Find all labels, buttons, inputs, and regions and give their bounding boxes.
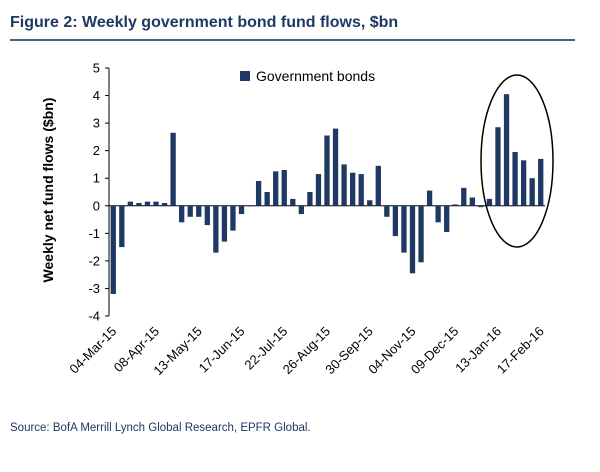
y-tick-label: 2 <box>93 143 100 158</box>
bar <box>520 160 527 206</box>
y-tick-label: 0 <box>93 198 100 213</box>
bar <box>119 205 125 248</box>
y-tick-label: 3 <box>93 116 100 131</box>
bar <box>213 205 219 253</box>
x-axis-ticks: 04-Mar-1508-Apr-1513-May-1517-Jun-1522-J… <box>66 324 546 379</box>
bar <box>461 187 467 206</box>
bar <box>247 205 253 207</box>
bar <box>221 205 228 242</box>
bar <box>298 205 304 215</box>
bar <box>324 135 330 206</box>
x-tick-label: 17-Feb-16 <box>494 324 547 377</box>
legend: Government bonds <box>240 68 375 84</box>
bar <box>512 152 518 206</box>
bar <box>375 165 381 206</box>
bar <box>384 205 390 217</box>
bar <box>444 205 450 232</box>
bar <box>401 205 407 253</box>
y-tick-label: -4 <box>88 309 100 324</box>
bar <box>144 201 151 206</box>
bar <box>315 174 322 206</box>
bar <box>204 205 210 226</box>
bar <box>161 203 168 206</box>
bar <box>238 205 245 215</box>
y-tick-label: -3 <box>88 281 100 296</box>
bars <box>110 94 544 294</box>
figure-title: Figure 2: Weekly government bond fund fl… <box>10 14 399 31</box>
bar <box>110 205 116 294</box>
y-tick-label: 1 <box>93 171 100 186</box>
bar <box>435 205 441 223</box>
legend-swatch <box>240 71 250 81</box>
y-tick-label: -1 <box>88 226 100 241</box>
bar <box>418 205 424 263</box>
bar <box>273 171 279 206</box>
bar <box>307 192 313 206</box>
bar <box>230 205 236 231</box>
highlight-ellipse <box>480 74 554 248</box>
bar <box>350 172 356 206</box>
bar <box>264 192 270 206</box>
bar <box>196 205 202 217</box>
bar <box>367 200 373 206</box>
y-tick-label: -2 <box>88 253 100 268</box>
y-tick-label: 5 <box>93 61 100 76</box>
bar <box>290 198 296 206</box>
legend-label: Government bonds <box>256 68 375 84</box>
bar <box>469 197 475 206</box>
bar <box>281 169 287 206</box>
bar <box>358 174 364 206</box>
bar <box>409 205 416 274</box>
bar <box>495 127 501 206</box>
bar <box>452 204 458 206</box>
bar <box>170 132 176 206</box>
bar <box>332 128 339 206</box>
title-rule <box>10 39 575 41</box>
x-tick-label: 17-Jun-15 <box>196 324 248 376</box>
bar <box>136 203 142 206</box>
bar <box>503 94 510 206</box>
y-tick-label: 4 <box>93 88 100 103</box>
y-axis-label: Weekly net fund flows ($bn) <box>40 98 56 283</box>
y-axis-ticks: -4 -3 -2 -1 0 1 2 3 4 5 <box>88 61 109 324</box>
bar <box>486 198 493 206</box>
bar <box>127 201 134 206</box>
bar <box>255 180 262 206</box>
bar <box>426 190 433 206</box>
bar <box>187 205 193 217</box>
bar <box>392 205 399 237</box>
source-note: Source: BofA Merrill Lynch Global Resear… <box>10 422 311 434</box>
bar <box>478 205 484 208</box>
bar <box>341 164 347 206</box>
bar <box>153 201 159 206</box>
bar <box>538 158 544 206</box>
bar <box>529 178 535 206</box>
x-tick-label: 04-Mar-15 <box>66 324 119 377</box>
bar <box>179 205 185 223</box>
